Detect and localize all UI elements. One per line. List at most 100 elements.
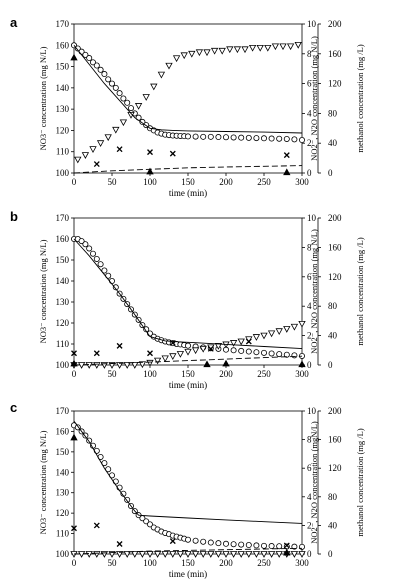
data-point-triangle-down [199,345,207,353]
data-point-circle [230,541,237,548]
data-point-triangle-down [131,362,139,369]
data-point-triangle [70,433,78,441]
cross-stroke [245,338,252,345]
model-line-solid [73,420,303,524]
x-tick-label: 250 [257,177,271,187]
cross-stroke [147,350,153,357]
data-point-cross [71,350,77,357]
data-point-triangle-down [199,551,207,558]
data-point-triangle-down [81,152,90,159]
data-point-triangle-down [161,355,169,363]
data-point-triangle-down [176,551,185,558]
data-point-circle [127,105,134,112]
methanol-tick-label: 200 [328,19,342,29]
data-point-triangle-down [191,347,200,355]
y-left-tick-label: 140 [56,467,70,477]
methanol-tick-label: 80 [328,301,338,311]
data-point-triangle-down [275,328,283,336]
model-line-dashed [73,355,303,366]
data-point-triangle-down [229,551,238,558]
data-point-circle [230,347,237,354]
data-point-circle [238,541,245,548]
data-point-triangle-down [222,551,230,558]
data-point-circle [238,347,245,354]
y-right-axis-label: NO2⁻, N2O concentration (mg N/L) [309,36,319,161]
data-point-triangle-down [123,362,131,369]
data-point-triangle-down [267,330,276,338]
data-point-triangle-down [142,94,150,101]
data-point-circle [97,66,104,73]
y-left-axis-label: NO3⁻ concentration (mg N/L) [38,46,48,150]
x-tick-label: 300 [295,177,309,187]
data-point-triangle-down [77,362,86,369]
cross-stroke [71,350,77,357]
x-tick-label: 300 [295,369,309,379]
data-point-circle [276,543,283,550]
data-point-triangle-down [290,323,299,331]
data-point-triangle-down [115,362,124,369]
x-tick-label: 150 [181,369,195,379]
x-tick-label: 200 [219,369,233,379]
data-point-triangle-down [210,47,219,55]
data-point-circle [105,76,112,83]
data-point-triangle-down [271,43,280,51]
y-right-tick-label: 2 [307,331,312,341]
data-point-circle [253,349,260,356]
cross-stroke [116,342,123,349]
data-point-triangle [222,359,230,367]
data-point-circle [291,136,298,143]
data-point-circle [143,326,150,333]
x-tick-label: 0 [72,369,77,379]
methanol-axis-label: methanol concentration (mg /L) [355,428,365,537]
data-point-cross [147,149,153,156]
y-left-tick-label: 140 [56,83,70,93]
data-point-triangle-down [184,551,192,558]
data-point-cross [169,150,176,157]
data-point-circle [245,542,252,549]
data-point-circle [184,133,191,140]
panel-letter: c [10,400,17,415]
y-right-tick-label: 8 [307,435,312,445]
plot-frame [73,410,303,555]
data-point-circle [291,543,298,550]
y-right-tick-label: 4 [307,108,312,118]
data-point-circle [139,118,146,125]
data-point-circle [200,538,207,545]
y-left-tick-label: 100 [56,549,70,559]
data-point-circle [260,135,267,142]
data-point-circle [253,542,260,549]
y-right-tick-label: 10 [307,19,317,29]
data-point-triangle-down [283,326,291,333]
panel-letter: b [10,209,18,224]
data-point-circle [260,542,267,549]
data-point-circle [215,134,222,141]
y-left-axis-label: NO3⁻ concentration (mg N/L) [38,239,48,343]
data-point-triangle-down [233,46,242,54]
data-point-triangle [70,53,78,61]
y-left-tick-label: 130 [56,488,70,498]
data-point-triangle-down [298,551,306,558]
data-point-triangle-down [226,46,234,54]
data-point-triangle [146,167,154,175]
data-point-triangle-down [195,49,204,57]
y-right-tick-label: 4 [307,492,312,502]
data-point-circle [112,478,119,485]
y-left-tick-label: 110 [56,147,70,157]
data-point-triangle-down [252,551,261,558]
data-point-triangle-down [260,551,268,558]
methanol-tick-label: 120 [328,79,342,89]
data-point-circle [101,267,108,274]
data-point-triangle-down [188,50,196,58]
data-point-triangle-down [112,126,120,134]
methanol-tick-label: 160 [328,435,342,445]
data-point-triangle-down [134,103,143,110]
data-point-triangle-down [172,55,181,63]
y-left-tick-label: 110 [56,339,70,349]
y-right-tick-label: 8 [307,49,312,59]
methanol-tick-label: 40 [328,520,338,530]
methanol-tick-label: 40 [328,331,338,341]
data-point-circle [93,255,100,262]
data-point-triangle-down [279,43,287,51]
cross-stroke [169,150,176,157]
